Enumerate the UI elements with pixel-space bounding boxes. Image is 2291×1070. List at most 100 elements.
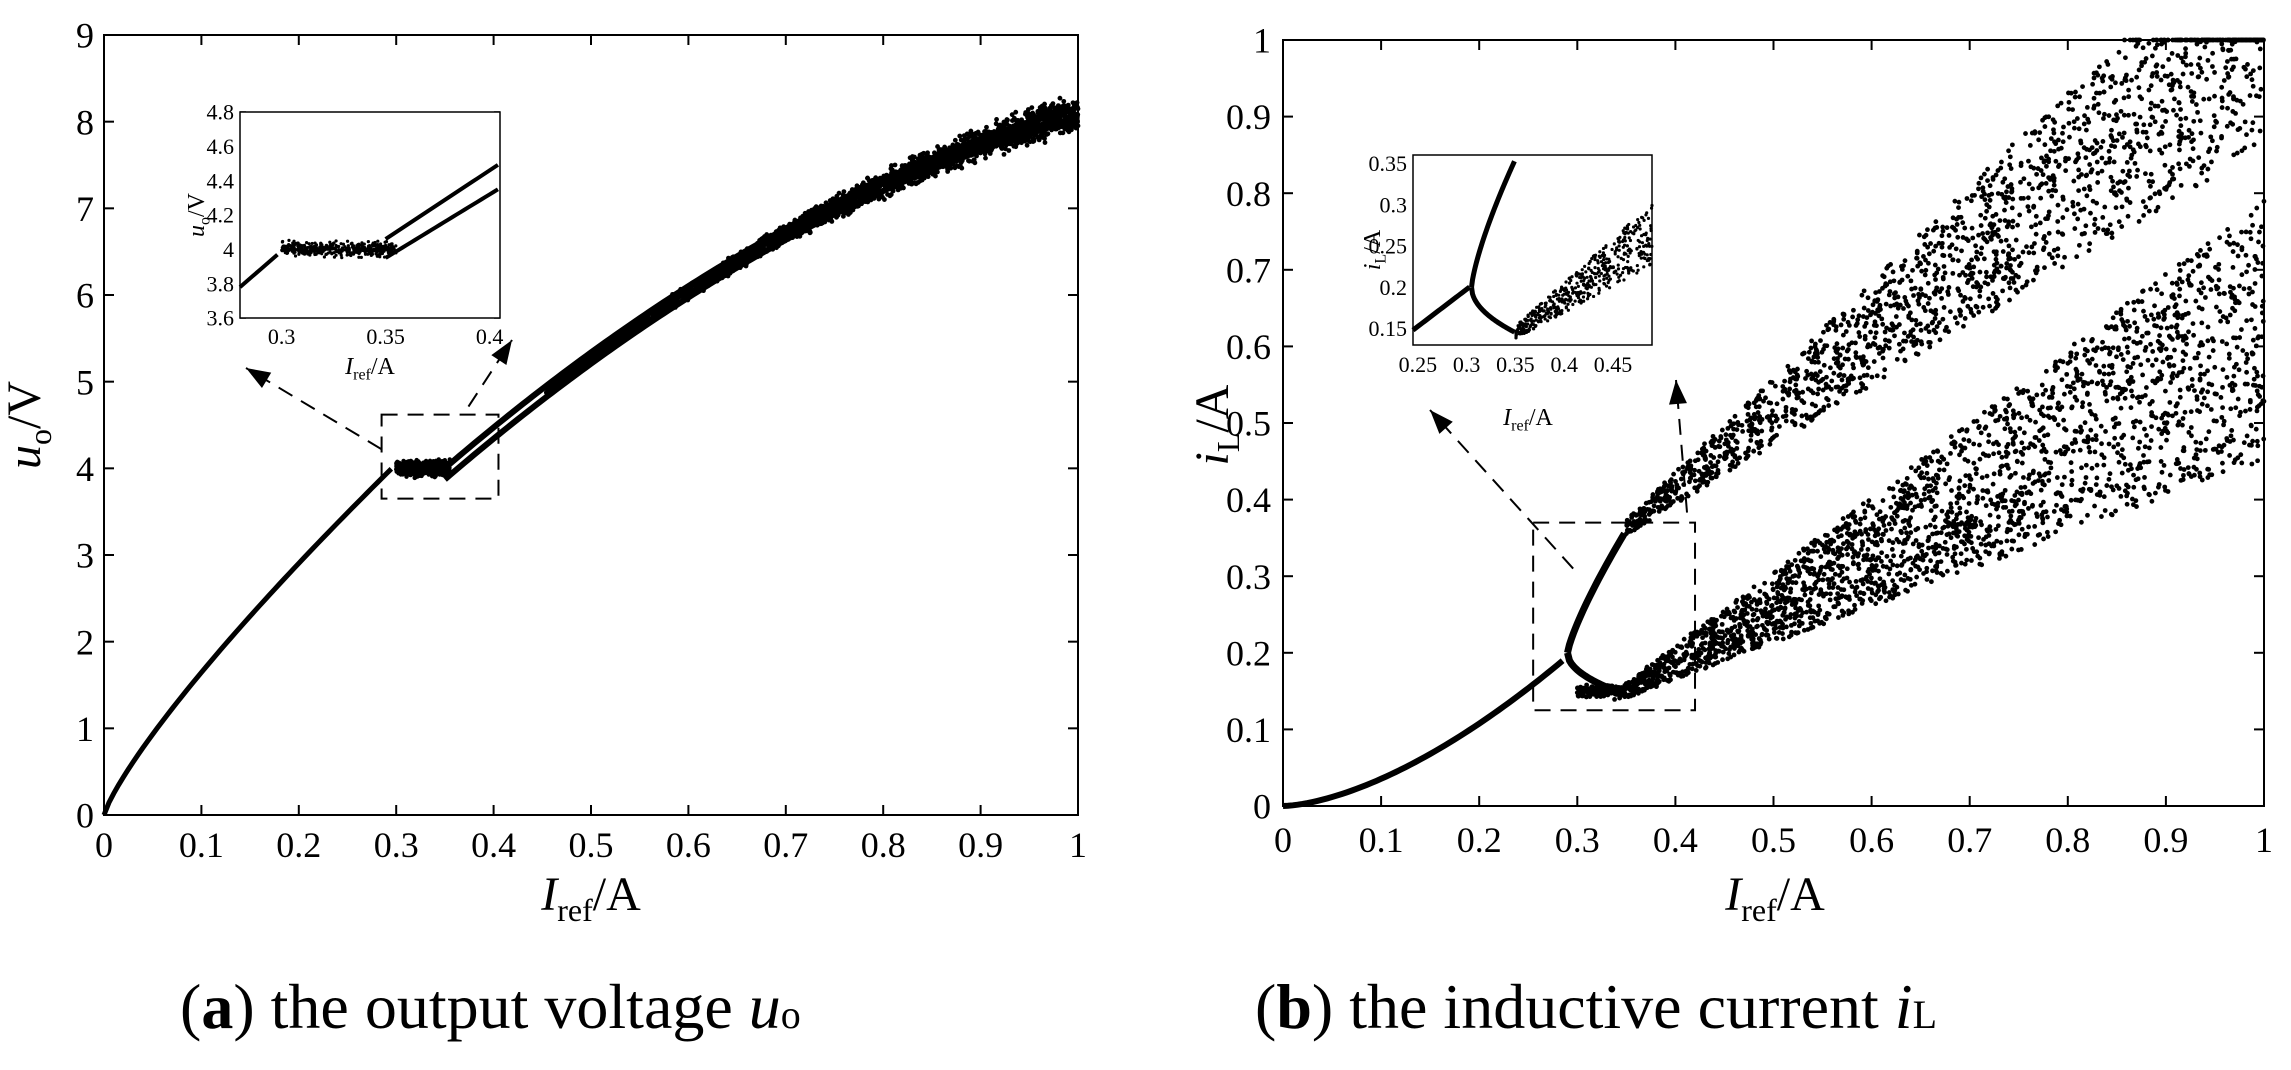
point xyxy=(440,460,445,465)
y-tick-label: 3 xyxy=(76,536,94,576)
point xyxy=(2235,396,2241,402)
point xyxy=(349,253,353,258)
point xyxy=(1783,418,1789,424)
point xyxy=(1959,248,1964,254)
point xyxy=(1998,464,2004,470)
point xyxy=(316,247,320,251)
point xyxy=(2016,497,2021,503)
point xyxy=(2161,317,2167,322)
point xyxy=(1923,267,1929,273)
x-tick-label: 0.3 xyxy=(268,324,296,349)
point xyxy=(1883,301,1889,307)
point xyxy=(2028,224,2034,230)
point xyxy=(292,239,296,243)
point xyxy=(1045,131,1051,137)
point xyxy=(2021,445,2027,451)
point xyxy=(2082,352,2088,358)
point xyxy=(1950,270,1956,276)
point xyxy=(353,246,357,251)
point xyxy=(2109,230,2115,236)
point xyxy=(386,250,391,254)
y-tick-label: 7 xyxy=(76,189,94,229)
point xyxy=(2219,95,2225,101)
point xyxy=(1066,127,1071,132)
x-tick-label: 0.6 xyxy=(1849,820,1894,860)
point xyxy=(444,468,449,474)
point xyxy=(1958,551,1964,557)
y-tick-label: 8 xyxy=(76,102,94,142)
y-tick-label: 0 xyxy=(1253,787,1271,827)
point xyxy=(2061,417,2067,423)
point xyxy=(2254,93,2259,99)
point xyxy=(1873,592,1879,598)
point xyxy=(1010,118,1015,124)
point xyxy=(2135,445,2141,451)
point xyxy=(1042,136,1047,141)
point xyxy=(320,250,324,254)
point xyxy=(2148,83,2154,89)
point xyxy=(2129,77,2134,83)
point xyxy=(2219,84,2225,90)
point xyxy=(2186,134,2191,140)
point xyxy=(907,155,913,161)
point xyxy=(2164,437,2169,443)
panel-a-series-single-branch xyxy=(101,467,394,816)
point xyxy=(1750,612,1756,618)
point xyxy=(2249,461,2255,467)
point xyxy=(323,247,328,251)
point xyxy=(2244,132,2249,138)
point xyxy=(2169,50,2175,56)
point xyxy=(1913,527,1919,533)
point xyxy=(319,242,323,246)
point xyxy=(2014,386,2020,392)
x-tick-label: 0.1 xyxy=(179,825,224,865)
point xyxy=(2043,449,2049,455)
y-tick-label: 0.7 xyxy=(1226,250,1271,290)
point xyxy=(2218,395,2224,400)
point xyxy=(2054,475,2060,480)
point xyxy=(2198,130,2204,136)
point xyxy=(2159,469,2165,475)
y-tick-label: 4 xyxy=(76,449,94,489)
point xyxy=(2008,513,2014,519)
point xyxy=(2010,247,2015,253)
point xyxy=(1917,232,1922,238)
point xyxy=(2247,93,2253,98)
point xyxy=(1973,466,1979,472)
point xyxy=(298,250,302,254)
point xyxy=(1748,438,1754,443)
point xyxy=(293,250,297,254)
x-tick-label: 0.4 xyxy=(476,324,504,349)
point xyxy=(2255,458,2260,464)
point xyxy=(429,469,435,474)
point xyxy=(1042,140,1048,145)
point xyxy=(945,169,951,174)
x-tick-label: 0.4 xyxy=(471,825,516,865)
point xyxy=(293,254,298,258)
point xyxy=(984,124,989,130)
point xyxy=(1019,117,1024,123)
point xyxy=(2146,208,2152,214)
point xyxy=(2253,426,2259,432)
point xyxy=(1878,536,1884,542)
point xyxy=(1717,453,1723,459)
point xyxy=(1868,580,1874,585)
point xyxy=(1024,142,1030,148)
point xyxy=(425,462,430,468)
point xyxy=(1896,539,1902,545)
point xyxy=(422,467,428,472)
point xyxy=(1961,495,1967,501)
point xyxy=(1880,321,1886,327)
point xyxy=(2039,382,2045,388)
point xyxy=(324,243,329,247)
point xyxy=(925,150,930,156)
point xyxy=(2157,333,2162,338)
y-tick-label: 6 xyxy=(76,276,94,316)
point xyxy=(2076,126,2082,132)
point xyxy=(1947,309,1953,315)
point xyxy=(2131,472,2136,478)
point xyxy=(2231,373,2237,379)
panel-a-series-lower-branch xyxy=(442,117,1074,482)
point xyxy=(1978,175,1984,181)
point xyxy=(1998,540,2004,545)
